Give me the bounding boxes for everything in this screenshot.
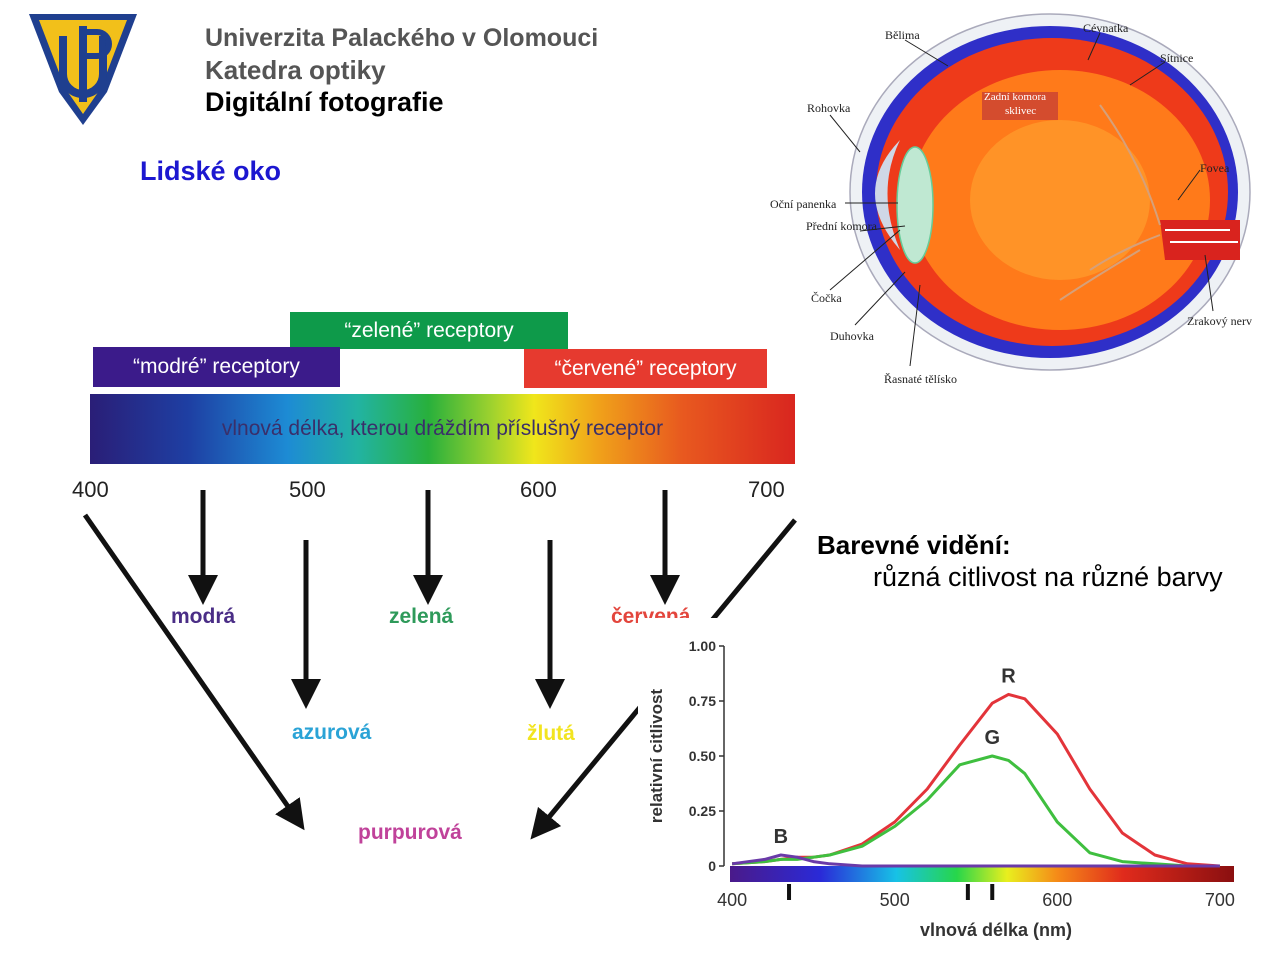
eye-label-zrakovy-nerv: Zrakový nerv (1187, 314, 1252, 328)
tick-400: 400 (72, 477, 109, 502)
series-label-G: G (984, 727, 1000, 749)
eye-label-sklivec: sklivec (1005, 105, 1037, 117)
color-vision-title: Barevné vidění: (817, 530, 1011, 560)
department-name: Katedra optiky (205, 55, 386, 85)
color-zluta: žlutá (527, 722, 575, 745)
x-tick-label: 600 (1042, 890, 1072, 910)
series-label-B: B (774, 826, 788, 848)
eye-label-rasnate-telisko: Řasnaté tělísko (884, 372, 957, 386)
color-azurova: azurová (292, 721, 372, 744)
eye-label-predni-komora: Přední komora (806, 219, 877, 233)
y-tick-label: 0.50 (689, 748, 716, 764)
eye-label-belima: Bělima (885, 28, 920, 42)
eye-label-rohovka: Rohovka (807, 101, 851, 115)
series-label-R: R (1001, 665, 1016, 687)
eye-label-zadni-komora: Zadní komora (984, 91, 1047, 103)
eye-label-ocni-panenka: Oční panenka (770, 197, 837, 211)
x-tick-label: 500 (880, 890, 910, 910)
course-title: Digitální fotografie (205, 87, 444, 117)
y-tick-label: 1.00 (689, 638, 716, 654)
university-name: Univerzita Palackého v Olomouci (205, 24, 599, 52)
section-title: Lidské oko (140, 156, 282, 186)
color-modra: modrá (171, 605, 236, 628)
spectrum-strip (730, 866, 1234, 882)
blue-receptor-bar: “modré” receptory (93, 347, 340, 387)
eye-label-cocka: Čočka (811, 291, 842, 305)
university-logo (27, 12, 139, 127)
eye-label-fovea: Fovea (1200, 161, 1230, 175)
spectrum-bar: vlnová délka, kterou dráždím příslušný r… (90, 394, 795, 464)
arrow-purpurova-left (82, 513, 305, 831)
series-line-B (731, 853, 1220, 868)
eye-diagram (849, 13, 1251, 371)
tick-700: 700 (748, 477, 785, 502)
y-tick-label: 0.25 (689, 803, 716, 819)
x-axis-label: vlnová délka (nm) (920, 920, 1072, 940)
tick-500: 500 (289, 477, 326, 502)
green-receptor-bar: “zelené” receptory (290, 312, 568, 349)
y-tick-label: 0 (708, 858, 716, 874)
color-vision-subtitle: různá citlivost na různé barvy (873, 562, 1223, 592)
color-zelena: zelená (389, 605, 454, 628)
eye-label-duhovka: Duhovka (830, 329, 874, 343)
x-tick-label: 700 (1205, 890, 1235, 910)
y-axis-label: relativní citlivost (647, 689, 666, 823)
eye-label-sitnice: Sítnice (1160, 51, 1194, 65)
spectrum-label: vlnová délka, kterou dráždím příslušný r… (221, 417, 664, 440)
tick-600: 600 (520, 477, 557, 502)
y-tick-label: 0.75 (689, 693, 716, 709)
red-receptor-bar: “červené” receptory (524, 349, 767, 388)
eye-leader-lines (829, 32, 1214, 367)
color-purpurova: purpurová (358, 821, 462, 844)
eye-label-cevnatka: Cévnatka (1083, 21, 1129, 35)
series-line-G (732, 754, 1220, 868)
x-tick-label: 400 (717, 890, 747, 910)
